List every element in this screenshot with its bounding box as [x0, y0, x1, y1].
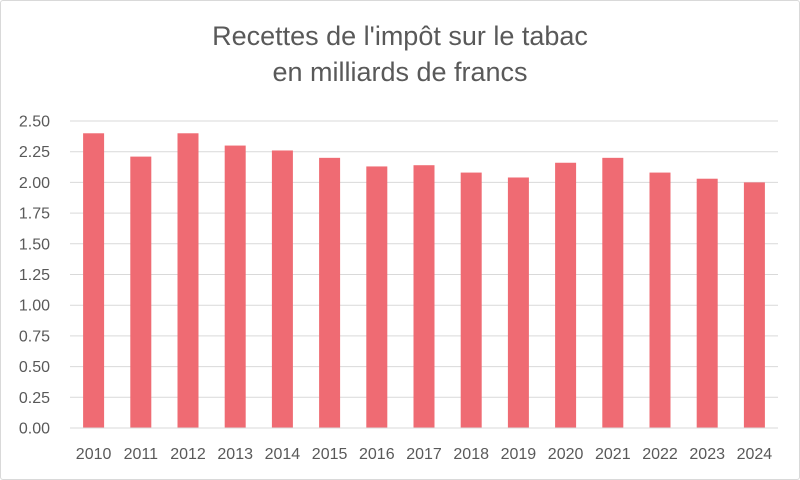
x-tick-label: 2020	[548, 446, 584, 463]
y-tick-label: 2.50	[19, 114, 50, 131]
x-axis-tick-labels: 2010 2011 2012 2013 2014 2015 2016 2017 2018 2019…	[76, 446, 772, 463]
bar-2018	[460, 172, 482, 428]
x-tick-label: 2017	[406, 446, 442, 463]
y-tick-label: 1.00	[19, 298, 50, 315]
chart-title-line-2: en milliards de francs	[272, 57, 528, 87]
bar-2012	[177, 133, 199, 428]
y-tick-label: 0.50	[19, 359, 50, 376]
bar-2010	[83, 133, 105, 428]
x-tick-label: 2022	[642, 446, 678, 463]
y-tick-label: 0.75	[19, 328, 50, 345]
y-tick-label: 1.25	[19, 267, 50, 284]
x-tick-label: 2011	[124, 446, 159, 463]
x-tick-label: 2024	[737, 446, 773, 463]
x-tick-label: 2015	[312, 446, 348, 463]
bars	[83, 133, 765, 429]
bar-2013	[224, 145, 246, 428]
y-tick-label: 2.00	[19, 175, 50, 192]
bar-2017	[413, 165, 435, 428]
x-tick-label: 2016	[359, 446, 395, 463]
bar-2022	[649, 172, 671, 428]
y-tick-label: 1.75	[19, 206, 50, 223]
y-axis-tick-labels: 0.00 0.25 0.50 0.75 1.00 1.25 1.50 1.75 2.00 2.25…	[19, 114, 50, 438]
chart-title: Recettes de l'impôt sur le tabac en mill…	[0, 18, 800, 90]
bar-2011	[130, 156, 152, 428]
y-tick-label: 0.00	[19, 421, 50, 438]
y-tick-label: 2.25	[19, 144, 50, 161]
bar-2020	[555, 162, 577, 428]
bar-2015	[319, 157, 341, 428]
bar-2019	[507, 177, 529, 428]
x-tick-label: 2010	[76, 446, 112, 463]
y-tick-label: 1.50	[19, 236, 50, 253]
x-tick-label: 2018	[453, 446, 489, 463]
bar-2016	[366, 166, 388, 428]
x-tick-label: 2019	[501, 446, 537, 463]
chart-title-line-1: Recettes de l'impôt sur le tabac	[212, 21, 588, 51]
bar-2023	[696, 178, 718, 428]
x-tick-label: 2013	[217, 446, 253, 463]
x-tick-label: 2012	[170, 446, 206, 463]
bar-2024	[743, 182, 765, 428]
x-tick-label: 2023	[689, 446, 725, 463]
bar-2021	[602, 157, 624, 428]
bar-2014	[271, 150, 293, 429]
x-tick-label: 2014	[265, 446, 301, 463]
x-tick-label: 2021	[595, 446, 631, 463]
y-tick-label: 0.25	[19, 390, 50, 407]
